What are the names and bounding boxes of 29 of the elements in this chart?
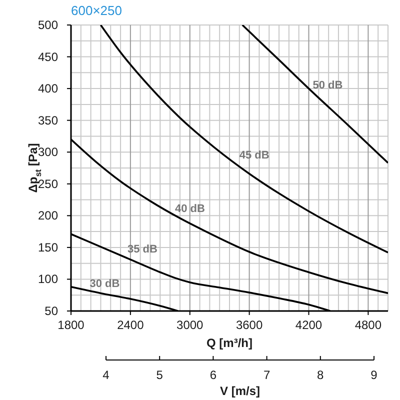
x-tick-label: 2400	[117, 318, 144, 332]
x2-tick-label: 7	[263, 368, 270, 382]
y-tick-label: 350	[38, 113, 58, 128]
y-tick-label: 200	[38, 208, 58, 223]
x-axis-title: Q [m³/h]	[206, 336, 252, 350]
x2-tick-label: 8	[317, 368, 324, 382]
y-tick-label: 50	[44, 304, 58, 318]
line-series	[241, 25, 388, 164]
line-series	[100, 25, 388, 254]
x-tick-label: 1800	[58, 318, 85, 332]
x2-tick-label: 4	[102, 368, 110, 382]
series-label: 40 dB	[174, 203, 205, 216]
chart-title: 600×250	[71, 3, 122, 19]
x2-tick-label: 9	[370, 368, 378, 382]
y-tick-label: 150	[38, 240, 58, 254]
y-tick-label: 450	[38, 50, 58, 64]
y-tick-label: 400	[38, 82, 58, 96]
series-label: 50 dB	[312, 80, 343, 92]
y-tick-label: 100	[38, 272, 58, 286]
x2-tick-label: 5	[156, 368, 164, 382]
x-tick-label: 3600	[236, 318, 263, 332]
x-tick-label: 3000	[176, 318, 204, 332]
x2-tick-label: 6	[210, 368, 217, 382]
x2-axis-title: V [m/s]	[220, 384, 260, 398]
y-tick-label: 250	[38, 176, 58, 191]
x-tick-label: 4800	[354, 318, 382, 332]
series-label: 30 dB	[90, 278, 120, 290]
x-tick-label: 4200	[295, 318, 322, 332]
y-tick-label: 500	[38, 18, 58, 32]
